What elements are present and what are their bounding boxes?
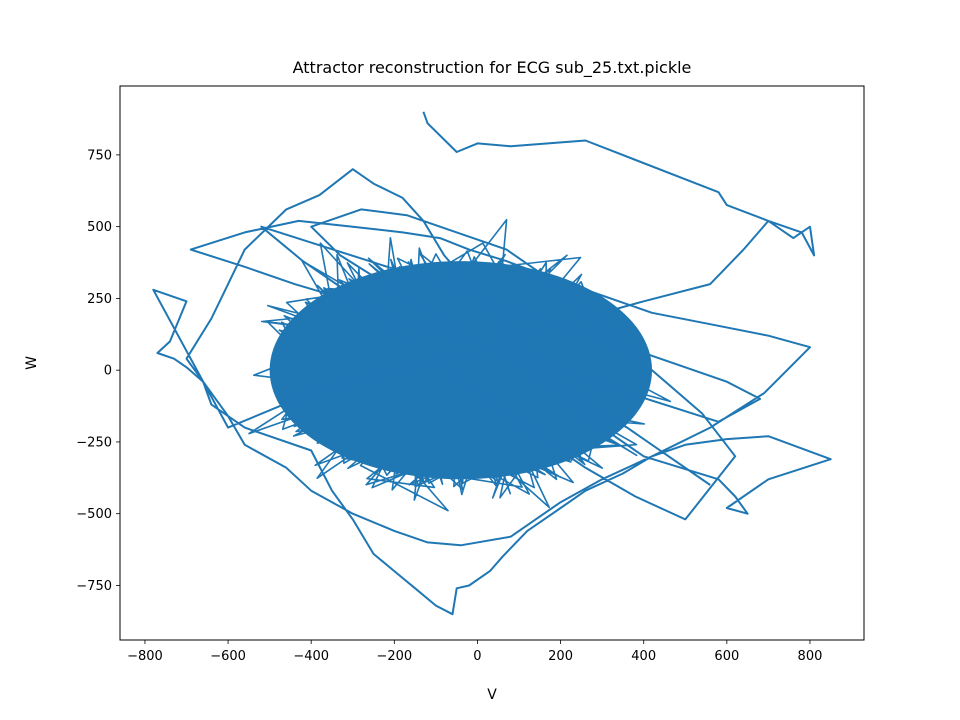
x-tick-label: −400 xyxy=(293,649,329,664)
x-tick-label: 800 xyxy=(798,649,823,664)
series-line-0 xyxy=(152,111,832,616)
plot-frame xyxy=(119,85,865,641)
x-tick-label: −200 xyxy=(376,649,412,664)
y-tick-label: 250 xyxy=(87,292,112,307)
x-tick-label: 0 xyxy=(473,649,481,664)
y-axis: −750 −500 −250 0 250 500 750 xyxy=(76,148,120,594)
y-tick-label: 500 xyxy=(87,220,112,235)
y-tick-label: 0 xyxy=(104,364,112,379)
y-tick-label: 750 xyxy=(87,148,112,163)
x-tick-label: −600 xyxy=(210,649,246,664)
y-tick-label: −500 xyxy=(76,507,112,522)
y-axis-label: W xyxy=(24,356,40,370)
x-tick-label: 600 xyxy=(714,649,739,664)
series-layer xyxy=(152,111,832,616)
attractor-dense-region xyxy=(269,261,653,480)
x-tick-label: −800 xyxy=(127,649,163,664)
x-tick-label: 200 xyxy=(548,649,573,664)
x-tick-label: 400 xyxy=(631,649,656,664)
x-axis: −800 −600 −400 −200 0 200 400 600 800 xyxy=(127,640,822,664)
y-tick-label: −750 xyxy=(76,579,112,594)
x-axis-label: V xyxy=(487,687,497,703)
chart-title: Attractor reconstruction for ECG sub_25.… xyxy=(293,58,692,78)
y-tick-label: −250 xyxy=(76,435,112,450)
